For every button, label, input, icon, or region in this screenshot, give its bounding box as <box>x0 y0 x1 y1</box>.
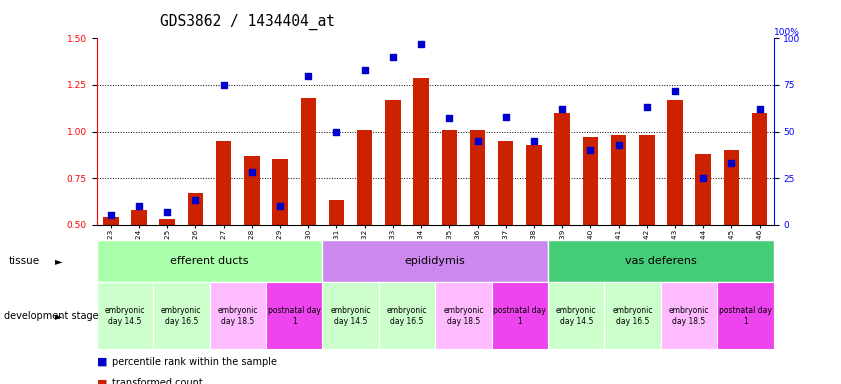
Text: GDS3862 / 1434404_at: GDS3862 / 1434404_at <box>160 13 335 30</box>
Bar <box>160 219 175 225</box>
Text: postnatal day
1: postnatal day 1 <box>494 306 547 326</box>
Point <box>753 106 766 112</box>
Bar <box>153 282 209 349</box>
Point <box>245 169 258 175</box>
Bar <box>583 137 598 225</box>
Bar <box>723 150 739 225</box>
Bar <box>611 135 627 225</box>
Bar <box>97 282 153 349</box>
Point <box>612 141 626 147</box>
Bar <box>548 282 605 349</box>
Point <box>527 138 541 144</box>
Text: embryonic
day 16.5: embryonic day 16.5 <box>612 306 653 326</box>
Text: postnatal day
1: postnatal day 1 <box>719 306 772 326</box>
Bar <box>131 210 147 225</box>
Point <box>725 160 738 166</box>
Bar <box>752 113 767 225</box>
Text: embryonic
day 16.5: embryonic day 16.5 <box>161 306 202 326</box>
Bar <box>554 113 570 225</box>
Text: embryonic
day 18.5: embryonic day 18.5 <box>218 306 258 326</box>
Bar <box>357 130 373 225</box>
Text: embryonic
day 14.5: embryonic day 14.5 <box>104 306 145 326</box>
Point <box>132 203 145 209</box>
Bar <box>696 154 711 225</box>
Bar <box>717 282 774 349</box>
Text: development stage: development stage <box>4 311 99 321</box>
Bar <box>216 141 231 225</box>
Text: ■: ■ <box>97 378 107 384</box>
Bar <box>244 156 260 225</box>
Text: embryonic
day 18.5: embryonic day 18.5 <box>443 306 484 326</box>
Point <box>640 104 653 110</box>
Point <box>217 82 230 88</box>
Text: 100%: 100% <box>774 28 800 36</box>
Bar <box>97 240 322 282</box>
Text: embryonic
day 14.5: embryonic day 14.5 <box>331 306 371 326</box>
Bar <box>661 282 717 349</box>
Point <box>442 116 456 122</box>
Point <box>104 212 118 218</box>
Point <box>161 209 174 215</box>
Text: percentile rank within the sample: percentile rank within the sample <box>112 357 277 367</box>
Point <box>415 41 428 47</box>
Point <box>330 128 343 135</box>
Bar <box>470 130 485 225</box>
Bar <box>605 282 661 349</box>
Bar <box>492 282 548 349</box>
Text: transformed count: transformed count <box>112 378 203 384</box>
Bar <box>266 282 322 349</box>
Point <box>188 197 202 204</box>
Bar <box>272 159 288 225</box>
Bar <box>385 100 400 225</box>
Bar <box>322 240 548 282</box>
Bar <box>300 98 316 225</box>
Bar <box>667 100 683 225</box>
Text: ►: ► <box>55 311 62 321</box>
Point <box>555 106 569 112</box>
Bar <box>209 282 266 349</box>
Bar <box>498 141 514 225</box>
Bar <box>329 200 344 225</box>
Bar <box>103 217 119 225</box>
Point <box>584 147 597 153</box>
Point <box>696 175 710 181</box>
Bar <box>322 282 378 349</box>
Point <box>669 88 682 94</box>
Point <box>499 114 512 120</box>
Bar <box>526 144 542 225</box>
Text: epididymis: epididymis <box>405 256 466 266</box>
Text: embryonic
day 14.5: embryonic day 14.5 <box>556 306 596 326</box>
Bar <box>639 135 654 225</box>
Text: postnatal day
1: postnatal day 1 <box>267 306 320 326</box>
Text: ■: ■ <box>97 357 107 367</box>
Text: tissue: tissue <box>8 256 40 266</box>
Bar <box>548 240 774 282</box>
Text: ►: ► <box>55 256 62 266</box>
Text: efferent ducts: efferent ducts <box>170 256 249 266</box>
Bar <box>188 193 204 225</box>
Text: embryonic
day 16.5: embryonic day 16.5 <box>387 306 427 326</box>
Point <box>273 203 287 209</box>
Point <box>358 67 372 73</box>
Point <box>302 73 315 79</box>
Bar <box>414 78 429 225</box>
Bar <box>378 282 436 349</box>
Text: embryonic
day 18.5: embryonic day 18.5 <box>669 306 709 326</box>
Bar <box>436 282 492 349</box>
Point <box>386 54 399 60</box>
Point <box>471 138 484 144</box>
Bar <box>442 130 457 225</box>
Text: vas deferens: vas deferens <box>625 256 696 266</box>
